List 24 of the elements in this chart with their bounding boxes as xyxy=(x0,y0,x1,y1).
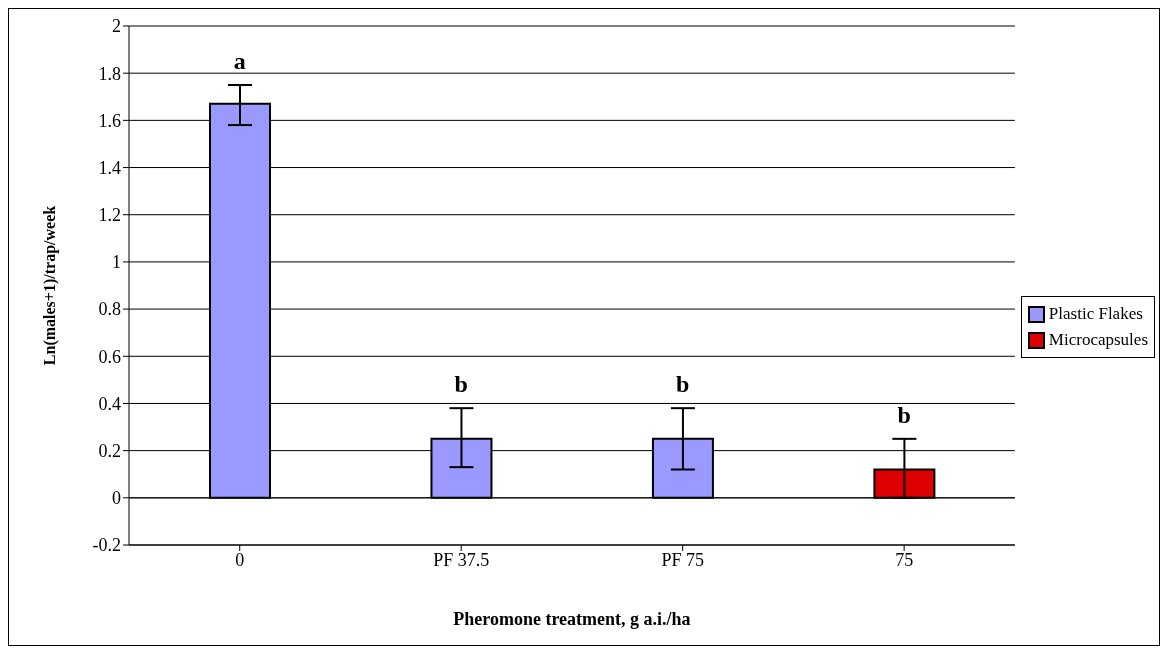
y-tick-label: 1.4 xyxy=(98,157,121,178)
y-tick-label: 1.2 xyxy=(98,205,121,226)
y-tick-label: 0.4 xyxy=(98,393,121,414)
y-tick-label: -0.2 xyxy=(92,535,121,556)
y-tick-label: 0 xyxy=(112,488,121,509)
annotation: b xyxy=(897,401,911,428)
y-tick-label: 0.2 xyxy=(98,441,121,462)
annotation: a xyxy=(233,47,246,74)
y-tick-label: 1 xyxy=(112,252,121,273)
x-tick-label: 75 xyxy=(895,549,914,570)
legend-label: Plastic Flakes xyxy=(1048,303,1143,325)
x-tick-label: 0 xyxy=(235,549,245,570)
legend-label: Microcapsules xyxy=(1048,329,1148,351)
annotation: b xyxy=(675,371,690,398)
y-tick-label: 1.6 xyxy=(98,110,121,131)
annotation: b xyxy=(454,371,468,398)
y-tick-label: 0.6 xyxy=(98,346,121,367)
x-axis-title: Pheromone treatment, g a.i./ha xyxy=(453,609,691,629)
y-tick-label: 0.8 xyxy=(98,299,121,320)
y-tick-label: 2 xyxy=(112,16,121,37)
x-tick-label: PF 37.5 xyxy=(433,549,490,570)
y-tick-label: 1.8 xyxy=(98,63,121,84)
x-tick-label: PF 75 xyxy=(661,549,704,570)
y-axis-title: Ln(males+1)/trap/week xyxy=(40,205,59,366)
